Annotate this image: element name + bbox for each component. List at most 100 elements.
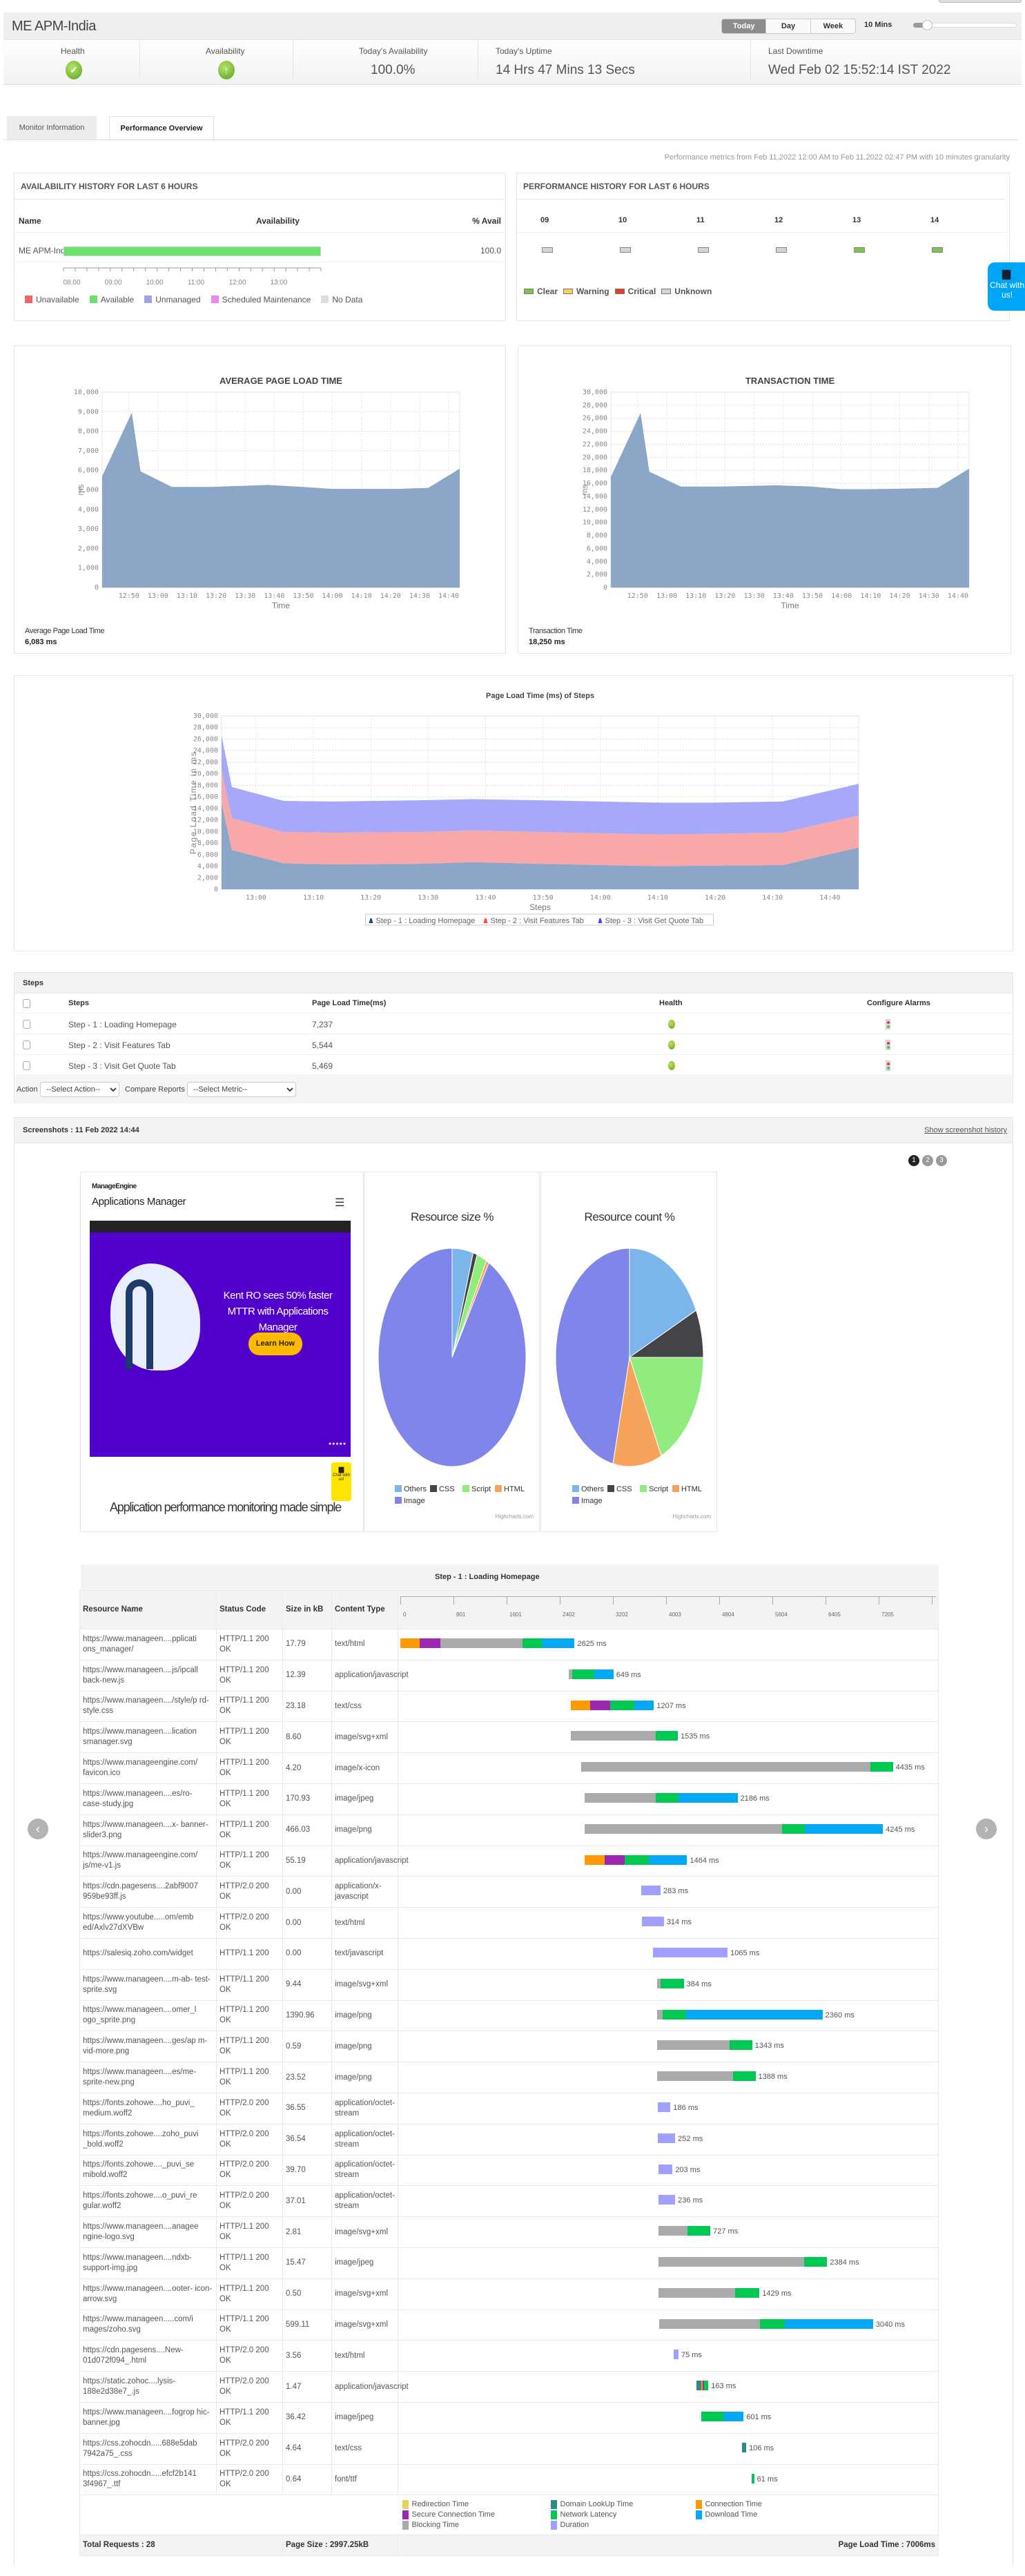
resource-name[interactable]: https://www.manageen....fogrop hic-banne… [79, 2401, 217, 2434]
perf-status-unknown[interactable] [620, 247, 631, 253]
step-checkbox[interactable] [23, 1040, 30, 1049]
resource-name[interactable]: https://www.manageengine.com/ favicon.ic… [79, 1752, 217, 1784]
timing-bar[interactable]: 106 ms [742, 2442, 774, 2452]
period-today-button[interactable]: Today [722, 19, 767, 33]
legend-label-image[interactable]: Image [404, 1497, 425, 1505]
resource-name[interactable]: https://fonts.zohowe....ho_puvi_ medium.… [79, 2092, 217, 2124]
top-toolbar-button[interactable] [939, 0, 1022, 3]
timing-bar[interactable]: 252 ms [658, 2133, 703, 2143]
legend-label-css[interactable]: CSS [616, 1485, 632, 1493]
resource-name[interactable]: https://www.manageen....js/ipcall back-n… [79, 1659, 217, 1692]
legend-label-script[interactable]: Script [471, 1485, 491, 1493]
timing-bar[interactable]: 1535 ms [571, 1731, 710, 1741]
perf-status-unknown[interactable] [776, 247, 787, 253]
tab-monitor-information[interactable]: Monitor Information [7, 116, 97, 140]
availability-timeline-bar[interactable] [64, 246, 321, 256]
configure-alarm-icon[interactable] [886, 1019, 890, 1029]
timing-bar[interactable]: 3040 ms [659, 2318, 905, 2329]
period-day-button[interactable]: Day [766, 19, 811, 33]
resource-name[interactable]: https://salesiq.zoho.com/widget [79, 1937, 217, 1970]
timing-bar[interactable]: 384 ms [657, 1978, 712, 1988]
resource-name[interactable]: https://www.manageen....pplicati ons_man… [79, 1629, 217, 1660]
chat-widget-button[interactable]: ▆ Chat with us! [988, 262, 1025, 311]
step-name[interactable]: Step - 3 : Visit Get Quote Tab [68, 1061, 176, 1071]
step-checkbox[interactable] [23, 1061, 30, 1070]
resource-name[interactable]: https://www.manageen....ooter- icon-arro… [79, 2278, 217, 2310]
pager-page-3[interactable]: 3 [936, 1155, 947, 1166]
resource-name[interactable]: https://cdn.pagesens....2abf9007 959be93… [79, 1876, 217, 1908]
legend-label-others[interactable]: Others [404, 1485, 427, 1493]
timing-bar[interactable]: 2384 ms [658, 2256, 859, 2267]
resource-name[interactable]: https://www.manageen....anagee ngine-log… [79, 2216, 217, 2248]
compare-reports-select[interactable]: --Select Metric-- [187, 1082, 296, 1097]
step-checkbox[interactable] [23, 1020, 30, 1029]
resource-name[interactable]: https://fonts.zohowe....o_puvi_re gular.… [79, 2185, 217, 2218]
timing-bar[interactable]: 186 ms [658, 2102, 699, 2112]
timing-bar[interactable]: 601 ms [701, 2411, 771, 2421]
timing-bar[interactable]: 314 ms [642, 1917, 692, 1927]
step-name[interactable]: Step - 1 : Loading Homepage [68, 1020, 177, 1029]
resource-name[interactable]: https://fonts.zohowe...._puvi_se mibold.… [79, 2154, 217, 2187]
timing-bar[interactable]: 1429 ms [658, 2287, 792, 2298]
resource-name[interactable]: https://www.manageen....es/me- sprite-ne… [79, 2062, 217, 2093]
resource-name[interactable]: https://css.zohocdn.....688e5dab 7942a75… [79, 2432, 217, 2465]
tab-performance-overview[interactable]: Performance Overview [109, 116, 214, 140]
perf-status-unknown[interactable] [542, 247, 553, 253]
page-screenshot-thumbnail[interactable]: ManageEngine Applications Manager ☰ Kent… [80, 1172, 364, 1532]
timing-bar[interactable]: 283 ms [641, 1886, 688, 1896]
timing-bar[interactable]: 2360 ms [657, 2009, 855, 2020]
resource-name[interactable]: https://www.manageen....ges/ap m-vid-mor… [79, 2031, 217, 2063]
resource-name[interactable]: https://static.zohoc....lysis- 188e2d38e… [79, 2371, 217, 2403]
prev-screenshot-arrow-icon[interactable]: ‹ [28, 1819, 48, 1839]
timing-bar[interactable]: 1065 ms [653, 1947, 759, 1957]
resource-name[interactable]: https://www.manageen..../style/p rd-styl… [79, 1690, 217, 1723]
timing-bar[interactable]: 4435 ms [580, 1762, 925, 1772]
pager-page-1[interactable]: 1 [908, 1155, 919, 1166]
resource-name[interactable]: https://fonts.zohowe....zoho_puvi _bold.… [79, 2123, 217, 2156]
timing-bar[interactable]: 236 ms [658, 2195, 703, 2205]
resource-name[interactable]: https://cdn.pagesens....New- 01d072f094_… [79, 2340, 217, 2372]
legend-label-others[interactable]: Others [581, 1485, 605, 1493]
timing-bar[interactable]: 2186 ms [585, 1792, 770, 1803]
legend-label-html[interactable]: HTML [504, 1485, 525, 1493]
timing-bar[interactable]: 1388 ms [657, 2071, 788, 2082]
configure-alarm-icon[interactable] [886, 1040, 890, 1050]
legend-label-image[interactable]: Image [581, 1497, 603, 1505]
select-all-checkbox[interactable] [23, 999, 30, 1008]
resource-name[interactable]: https://www.manageen....x- banner-slider… [79, 1814, 217, 1846]
action-select[interactable]: --Select Action-- [40, 1082, 119, 1097]
resource-name[interactable]: https://www.manageen....es/ro- case-stud… [79, 1783, 217, 1815]
resource-name[interactable]: https://www.manageen....lication smanage… [79, 1721, 217, 1754]
resource-name[interactable]: https://www.manageen....m-ab- test-sprit… [79, 1968, 217, 2001]
timing-bar[interactable]: 1207 ms [571, 1700, 686, 1710]
perf-status-unknown[interactable] [698, 247, 709, 253]
timing-bar[interactable]: 203 ms [658, 2164, 700, 2174]
perf-status-clear[interactable] [854, 247, 865, 253]
availability-monitor-name[interactable]: ME APM-India [19, 246, 72, 255]
timing-bar[interactable]: 649 ms [569, 1669, 641, 1679]
timing-bar[interactable]: 163 ms [696, 2381, 736, 2391]
timing-bar[interactable]: 4245 ms [585, 1823, 915, 1834]
timing-bar[interactable]: 75 ms [674, 2350, 702, 2360]
resource-name[interactable]: https://www.youtube.....om/emb ed/Axlv27… [79, 1907, 217, 1939]
resource-name[interactable]: https://www.manageen....omer_l ogo_sprit… [79, 1999, 217, 2032]
resource-name[interactable]: https://www.manageen.....com/i mages/zoh… [79, 2309, 217, 2341]
resource-name[interactable]: https://www.manageengine.com/ js/me-v1.j… [79, 1845, 217, 1877]
timing-bar[interactable]: 1464 ms [585, 1854, 719, 1865]
timing-bar[interactable]: 727 ms [658, 2226, 738, 2236]
show-screenshot-history-link[interactable]: Show screenshot history [924, 1126, 1007, 1134]
timing-bar[interactable]: 61 ms [751, 2473, 778, 2483]
perf-status-clear[interactable] [932, 247, 943, 253]
resource-name[interactable]: https://css.zohocdn.....efcf2b141 3f4967… [79, 2463, 217, 2496]
resource-name[interactable]: https://www.manageen....ndxb- support-im… [79, 2247, 217, 2279]
refresh-interval-slider[interactable] [913, 20, 1017, 30]
legend-label-script[interactable]: Script [649, 1485, 668, 1493]
period-week-button[interactable]: Week [810, 19, 855, 33]
next-screenshot-arrow-icon[interactable]: › [976, 1819, 997, 1839]
pager-page-2[interactable]: 2 [922, 1155, 933, 1166]
legend-label-css[interactable]: CSS [439, 1485, 455, 1493]
legend-label-html[interactable]: HTML [681, 1485, 702, 1493]
configure-alarm-icon[interactable] [886, 1061, 890, 1071]
timing-bar[interactable]: 2625 ms [400, 1638, 607, 1648]
timing-bar[interactable]: 1343 ms [657, 2040, 784, 2051]
